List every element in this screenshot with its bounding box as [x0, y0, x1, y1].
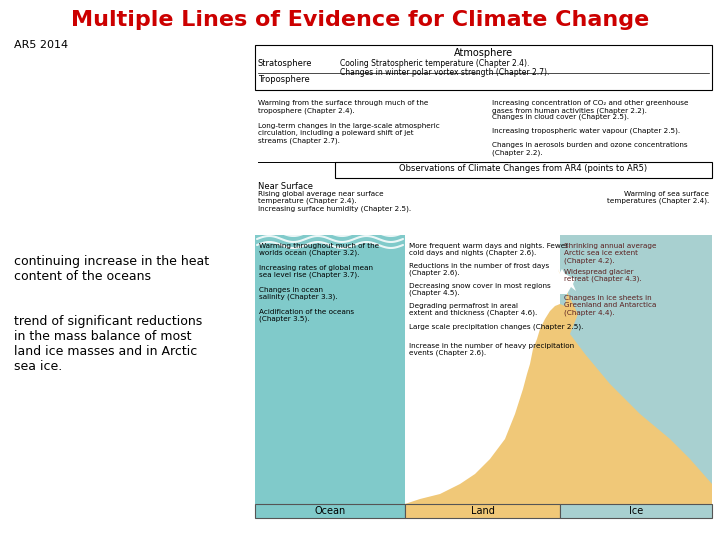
- Text: Near Surface: Near Surface: [258, 182, 313, 191]
- Text: Large scale precipitation changes (Chapter 2.5).: Large scale precipitation changes (Chapt…: [409, 323, 583, 329]
- Text: Stratosphere: Stratosphere: [258, 59, 312, 68]
- Bar: [405, 504, 560, 518]
- Text: continuing increase in the heat
content of the oceans: continuing increase in the heat content …: [14, 255, 209, 283]
- Bar: [255, 504, 405, 518]
- Text: Warming from the surface through much of the
troposphere (Chapter 2.4).: Warming from the surface through much of…: [258, 100, 428, 113]
- Text: Increasing surface humidity (Chapter 2.5).: Increasing surface humidity (Chapter 2.5…: [258, 206, 411, 213]
- Bar: [255, 235, 405, 504]
- Text: Increasing tropospheric water vapour (Chapter 2.5).: Increasing tropospheric water vapour (Ch…: [492, 128, 680, 134]
- Text: Acidification of the oceans
(Chapter 3.5).: Acidification of the oceans (Chapter 3.5…: [259, 309, 354, 322]
- Text: Multiple Lines of Evidence for Climate Change: Multiple Lines of Evidence for Climate C…: [71, 10, 649, 30]
- Text: Cooling Stratospheric temperature (Chapter 2.4).: Cooling Stratospheric temperature (Chapt…: [340, 59, 529, 68]
- Text: Widespread glacier
retreat (Chapter 4.3).: Widespread glacier retreat (Chapter 4.3)…: [564, 269, 642, 282]
- Text: Increasing rates of global mean
sea level rise (Chapter 3.7).: Increasing rates of global mean sea leve…: [259, 265, 373, 279]
- Polygon shape: [548, 269, 576, 294]
- Text: Changes in cloud cover (Chapter 2.5).: Changes in cloud cover (Chapter 2.5).: [492, 114, 629, 120]
- Text: Degrading permafrost in areal
extent and thickness (Chapter 4.6).: Degrading permafrost in areal extent and…: [409, 303, 537, 316]
- Bar: [255, 45, 712, 90]
- Text: Troposphere: Troposphere: [258, 75, 310, 84]
- Text: Rising global average near surface
temperature (Chapter 2.4).: Rising global average near surface tempe…: [258, 191, 384, 205]
- Text: Long-term changes in the large-scale atmospheric
circulation, including a polewa: Long-term changes in the large-scale atm…: [258, 123, 440, 144]
- Text: Changes in winter polar vortex strength (Chapter 2.7).: Changes in winter polar vortex strength …: [340, 68, 549, 77]
- Text: Atmosphere: Atmosphere: [454, 48, 513, 58]
- Text: Observations of Climate Changes from AR4 (points to AR5): Observations of Climate Changes from AR4…: [400, 164, 647, 173]
- Text: Increase in the number of heavy precipitation
events (Chapter 2.6).: Increase in the number of heavy precipit…: [409, 343, 574, 356]
- Bar: [560, 504, 712, 518]
- Text: More frequent warm days and nights. Fewer
cold days and nights (Chapter 2.6).: More frequent warm days and nights. Fewe…: [409, 243, 568, 256]
- Bar: [335, 162, 712, 178]
- Text: Warming of sea surface
temperatures (Chapter 2.4).: Warming of sea surface temperatures (Cha…: [607, 191, 709, 205]
- Text: Ice: Ice: [629, 506, 643, 516]
- Text: Changes in aerosols burden and ozone concentrations
(Chapter 2.2).: Changes in aerosols burden and ozone con…: [492, 142, 687, 156]
- Text: Reductions in the number of frost days
(Chapter 2.6).: Reductions in the number of frost days (…: [409, 263, 549, 276]
- Text: Changes in ice sheets in
Greenland and Antarctica
(Chapter 4.4).: Changes in ice sheets in Greenland and A…: [564, 295, 657, 315]
- Bar: [560, 235, 712, 504]
- Text: Ocean: Ocean: [315, 506, 346, 516]
- Text: Decreasing snow cover in most regions
(Chapter 4.5).: Decreasing snow cover in most regions (C…: [409, 283, 551, 296]
- Text: Increasing concentration of CO₂ and other greenhouse
gases from human activities: Increasing concentration of CO₂ and othe…: [492, 100, 688, 113]
- Text: Warming throughout much of the
worlds ocean (Chapter 3.2).: Warming throughout much of the worlds oc…: [259, 243, 379, 256]
- Text: Changes in ocean
salinity (Chapter 3.3).: Changes in ocean salinity (Chapter 3.3).: [259, 287, 338, 300]
- Polygon shape: [405, 269, 712, 504]
- Text: Shrinking annual average
Arctic sea ice extent
(Chapter 4.2).: Shrinking annual average Arctic sea ice …: [564, 243, 657, 264]
- Text: AR5 2014: AR5 2014: [14, 40, 68, 50]
- Text: trend of significant reductions
in the mass balance of most
land ice masses and : trend of significant reductions in the m…: [14, 315, 202, 373]
- Text: Land: Land: [471, 506, 495, 516]
